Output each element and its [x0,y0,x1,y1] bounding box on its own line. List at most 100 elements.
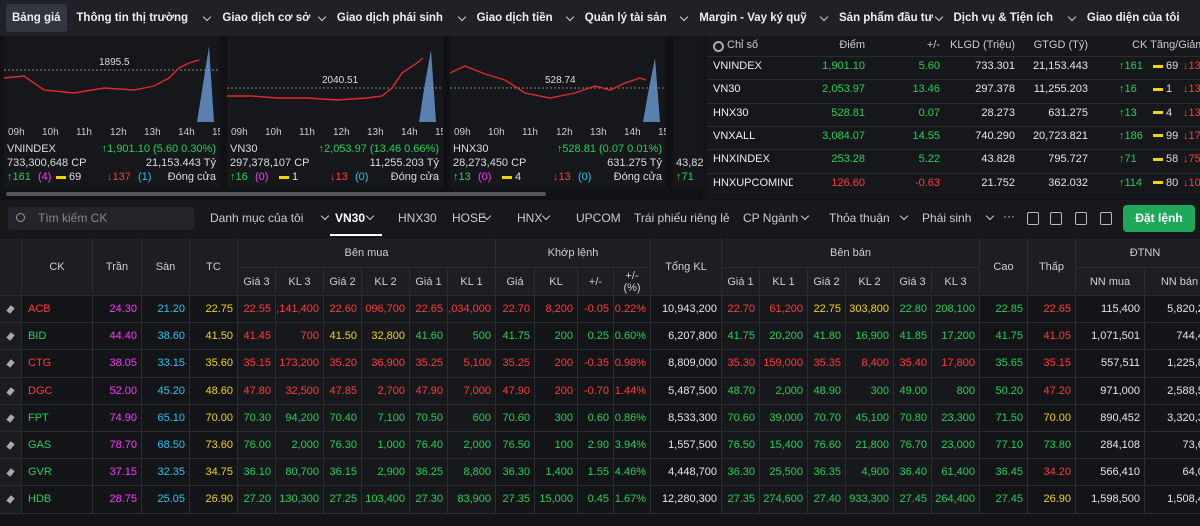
data-cell: 264,400 [932,486,980,514]
order-button[interactable]: Đặt lệnh [1123,205,1195,232]
index-charts: 1895.5 09h 10h 11h 12h 13h 14h 15h VNINDEX ↑1,901… [0,36,703,200]
column-header: KL 1 [760,268,808,296]
flat-number: 99 [1166,129,1179,142]
index-up: ↑13 [1119,106,1137,119]
symbol-cell[interactable]: HDB [22,486,93,514]
data-cell: 76.40 [410,432,448,460]
data-cell: 28.75 [93,486,142,514]
data-cell: 41.45 [238,323,276,351]
column-header: +/- [578,268,614,296]
data-cell: 22.80 [894,296,932,324]
data-cell: 933,300 [846,486,894,514]
data-cell: 35.30 [722,350,760,378]
time-label: 15h [658,127,666,138]
data-cell: 76.60 [808,432,846,460]
nav-item[interactable]: Margin - Vay ký quỹ [699,12,807,24]
data-cell: -1.44% [614,377,651,405]
index-row-name: HNXUPCOMINDE [713,176,793,189]
data-cell: 41.50 [190,323,238,351]
tab[interactable]: Thỏa thuận [829,211,890,225]
symbol-cell[interactable]: ACB [22,296,93,324]
nav-item[interactable]: Giao dịch phái sinh [336,12,443,24]
symbol-cell[interactable]: CTG [22,350,93,378]
symbol-cell[interactable]: DGC [22,377,93,405]
data-cell: 36.10 [238,459,276,487]
tab[interactable]: VN30 [335,211,366,225]
data-cell: 47.80 [238,377,276,405]
tab[interactable]: Danh mục của tôi [210,211,304,225]
data-cell: 8,800 [448,459,496,487]
flat-number: 69 [1166,60,1179,72]
time-label: 11h [299,127,315,138]
data-cell: 5,100 [448,350,496,378]
data-cell: 41.80 [808,323,846,351]
tab[interactable]: Phái sinh [922,211,972,225]
tab[interactable]: HNX30 [398,211,437,225]
tab[interactable]: UPCOM [576,211,621,225]
index-row-cell: 21.752 [981,176,1015,189]
index-change: ↑2,053.97 (13.46 0.66%) [318,143,439,155]
column-header: Giá 3 [238,268,276,296]
flat-number: 4 [1166,106,1173,119]
data-cell: -0.98% [614,350,651,378]
tab[interactable]: CP Ngành [743,211,799,225]
index-header: +/- [926,39,940,51]
pin-icon [6,332,15,341]
data-cell: 2,900 [362,459,410,487]
pin-icon [6,468,15,477]
data-cell: 68.50 [142,432,190,460]
data-cell: 65.10 [142,404,190,432]
nav-item[interactable]: Thông tin thị trường [76,12,189,24]
data-cell: 70.80 [894,404,932,432]
ref-label: 528.74 [545,75,576,86]
data-cell: 800 [932,377,980,405]
data-cell: 76.50 [722,432,760,460]
data-cell: 47.85 [324,377,362,405]
data-cell: 1.67% [614,486,651,514]
data-cell: 70.60 [496,404,535,432]
data-cell: 208,100 [932,296,980,324]
search-box[interactable]: Tìm kiếm CK [8,207,194,230]
data-cell: 77.10 [980,432,1028,460]
data-cell: 8,400 [846,350,894,378]
data-cell: 5,487,500 [651,377,722,405]
chevron [541,211,551,221]
nav-item[interactable]: Sản phẩm đầu tư [839,12,933,24]
more[interactable]: ··· [1003,209,1015,223]
data-cell: 23,300 [932,404,980,432]
data-cell: ,141,400 [276,296,324,324]
data-cell: 971,000 [1076,377,1145,405]
tab[interactable]: HOSE [452,211,487,225]
nav-item[interactable]: Dịch vụ & Tiện ích [953,12,1053,24]
data-cell: 566,410 [1076,459,1145,487]
symbol-cell[interactable]: GAS [22,432,93,460]
symbol-cell[interactable]: FPT [22,404,93,432]
tab[interactable]: Trái phiếu riêng lẻ [634,211,730,225]
column-header: Thấp [1028,238,1076,296]
tab[interactable]: HNX [517,211,543,225]
time-label: 10h [42,127,59,138]
tool-icon[interactable] [1075,212,1087,225]
session-status: Đóng cửa [167,171,216,183]
nav-item[interactable]: Quản lý tài sản [584,12,667,24]
tool-icon[interactable] [1050,212,1062,225]
tool-icon[interactable] [1100,212,1112,225]
down-count: ↓13 [553,171,571,183]
nav-item[interactable]: Bảng giá [6,4,67,32]
data-cell: 130,300 [276,486,324,514]
data-cell: 39,000 [760,404,808,432]
data-cell: 115,400 [1076,296,1145,324]
data-cell: 27.20 [238,486,276,514]
data-cell: 5,820,25 [1145,296,1200,324]
nav-item[interactable]: Giao dịch cơ sở [222,12,311,24]
nav-item[interactable]: Giao diện của tôi [1086,12,1180,24]
symbol-cell[interactable]: BID [22,323,93,351]
tool-icon[interactable] [1027,212,1039,225]
data-cell: 274,600 [760,486,808,514]
floor-count: (1) [138,171,152,183]
data-cell: 16,900 [846,323,894,351]
nav-item[interactable]: Giao dịch tiền [476,12,553,24]
symbol-cell[interactable]: GVR [22,459,93,487]
data-cell: 22.70 [496,296,535,324]
chevron [366,211,375,221]
